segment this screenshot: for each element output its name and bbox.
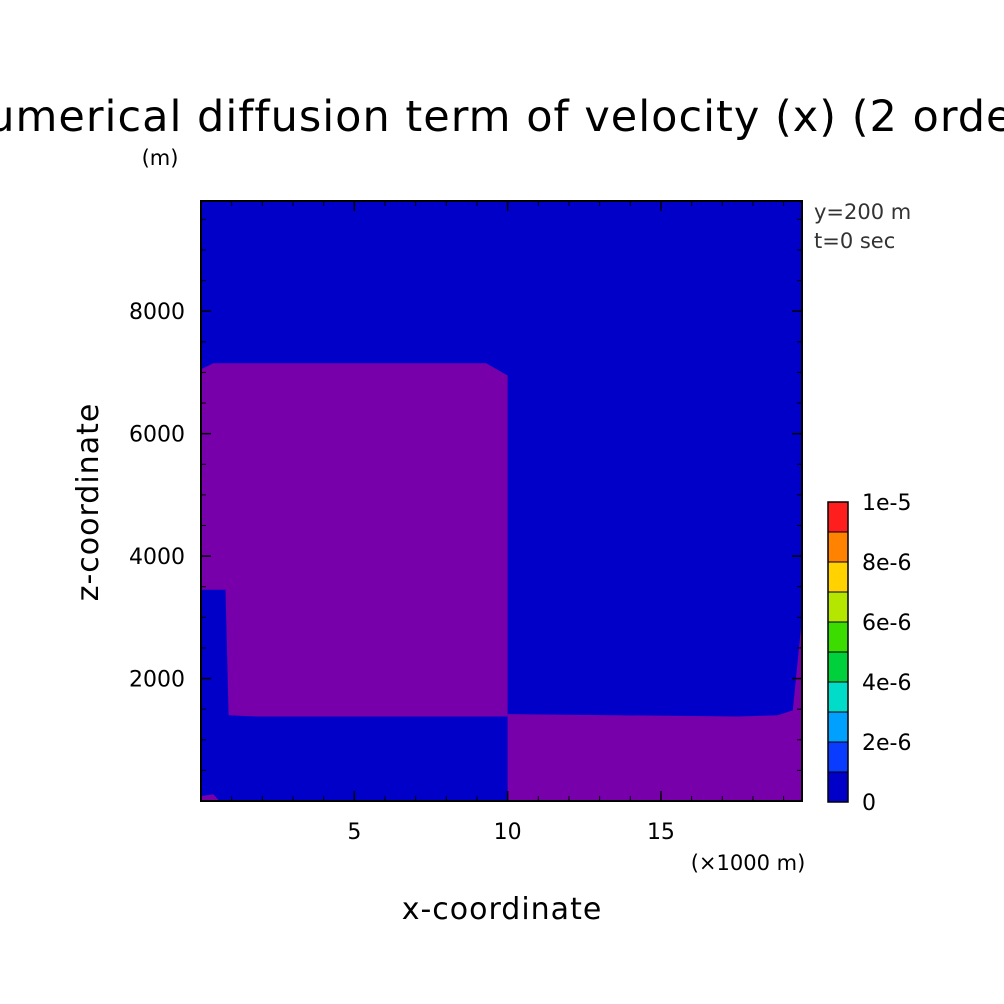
y-axis-label: z-coordinate <box>71 403 106 602</box>
colorbar-cell <box>827 531 849 563</box>
colorbar-cell <box>827 741 849 773</box>
plot-frame <box>200 200 803 802</box>
x-tick-label: 15 <box>647 820 675 845</box>
colorbar-frame <box>827 501 849 803</box>
colorbar-cell <box>827 651 849 683</box>
colorbar-labels: 0 2e-6 4e-6 6e-6 8e-6 1e-5 <box>862 491 911 816</box>
chart-title: Numerical diffusion term of velocity (x)… <box>0 92 1004 142</box>
x-tick-label: 5 <box>347 820 361 845</box>
contour-region-0 <box>201 363 508 717</box>
y-tick-label: 2000 <box>129 668 185 693</box>
colorbar-cell <box>827 711 849 743</box>
y-tick-label: 4000 <box>129 545 185 570</box>
x-axis-unit: (×1000 m) <box>691 851 806 875</box>
x-tick-labels: 5 10 15 <box>347 820 675 845</box>
colorbar-cell <box>827 681 849 713</box>
colorbar-cell <box>827 771 849 803</box>
colorbar-cell <box>827 561 849 593</box>
colorbar-cell <box>827 501 849 533</box>
colorbar-tick-label: 0 <box>862 791 876 816</box>
colorbar-tick-label: 2e-6 <box>862 731 911 756</box>
x-tick-label: 10 <box>494 820 522 845</box>
colorbar: 0 2e-6 4e-6 6e-6 8e-6 1e-5 <box>827 491 911 816</box>
colorbar-tick-label: 4e-6 <box>862 671 911 696</box>
plot-area <box>200 200 803 802</box>
annotation-y-position: y=200 m <box>814 200 911 224</box>
y-tick-label: 6000 <box>129 423 185 448</box>
contour-regions <box>201 363 802 801</box>
colorbar-tick-label: 8e-6 <box>862 551 911 576</box>
y-tick-labels: 2000 4000 6000 8000 <box>129 300 185 692</box>
colorbar-cell <box>827 621 849 653</box>
colorbar-cell <box>827 591 849 623</box>
colorbar-cells <box>827 501 849 803</box>
major-ticks <box>201 201 802 801</box>
contour-region-2 <box>201 794 220 801</box>
colorbar-tick-label: 1e-5 <box>862 491 911 516</box>
contour-region-1 <box>507 617 802 801</box>
colorbar-tick-label: 6e-6 <box>862 611 911 636</box>
y-tick-label: 8000 <box>129 300 185 325</box>
y-axis-unit: (m) <box>142 146 179 170</box>
x-axis-label: x-coordinate <box>402 892 603 927</box>
annotation-time: t=0 sec <box>814 229 895 253</box>
